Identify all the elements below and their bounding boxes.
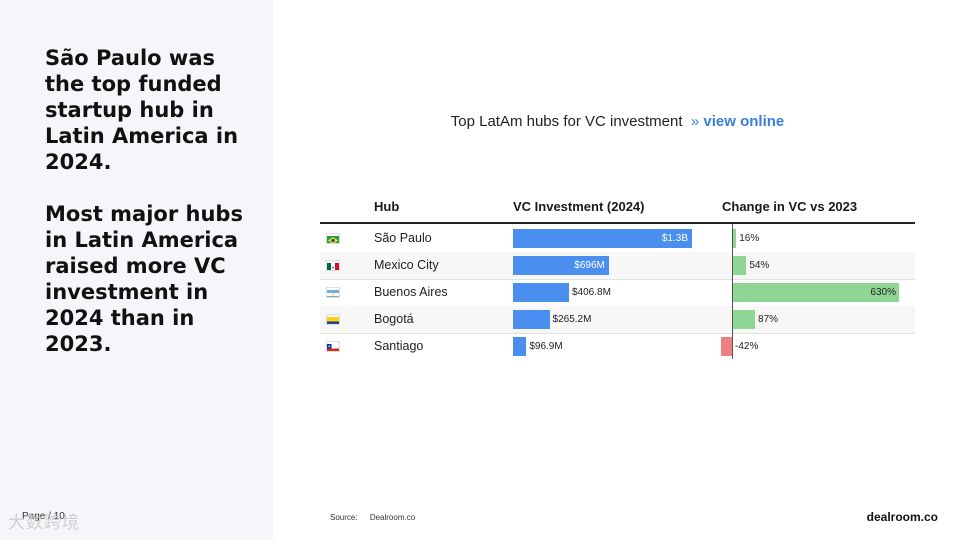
investment-bar	[513, 229, 692, 248]
link-separator: »	[690, 113, 700, 130]
investment-label: $96.9M	[529, 341, 563, 352]
view-online-link[interactable]: view online	[703, 113, 785, 130]
investment-label: $406.8M	[572, 287, 611, 298]
source-value: Dealroom.co	[369, 513, 416, 522]
colombia-flag-icon	[326, 314, 340, 325]
table-row: São Paulo $1.3B 16%	[320, 225, 915, 253]
chart-title: Top LatAm hubs for VC investment	[450, 113, 683, 130]
table-row: Bogotá $265.2M 87%	[320, 306, 915, 334]
table-row: Buenos Aires $406.8M 630%	[320, 279, 915, 307]
chile-flag-icon	[326, 341, 340, 352]
header-vc-investment: VC Investment (2024)	[513, 199, 645, 214]
dealroom-logo: dealroom.co	[866, 510, 938, 524]
investment-bar	[513, 283, 569, 302]
left-panel: São Paulo was the top funded startup hub…	[0, 0, 273, 540]
watermark: 大数跨境	[8, 513, 80, 533]
brazil-flag-icon	[326, 233, 340, 244]
hub-name: Buenos Aires	[374, 285, 448, 299]
change-bar	[732, 310, 756, 329]
headline-hub-growth: Most major hubs in Latin America raised …	[45, 202, 243, 356]
table-header: Hub VC Investment (2024) Change in VC vs…	[320, 196, 915, 224]
investment-bar	[513, 310, 550, 329]
argentina-flag-icon	[326, 287, 340, 298]
change-label: 54%	[749, 260, 770, 271]
investment-bar	[513, 337, 527, 356]
investment-label: $696M	[574, 260, 605, 271]
change-bar	[732, 256, 747, 275]
table-row: Mexico City $696M 54%	[320, 252, 915, 280]
investment-label: $1.3B	[661, 233, 688, 244]
page-number: Page / 10	[22, 511, 65, 522]
source-note: Source: Dealroom.co	[330, 513, 415, 522]
chart-title-line: Top LatAm hubs for VC investment » view …	[320, 113, 915, 130]
table-row: Santiago $96.9M -42%	[320, 333, 915, 360]
change-label: 87%	[758, 314, 779, 325]
change-label: -42%	[735, 341, 759, 352]
source-label: Source:	[330, 513, 358, 522]
header-hub: Hub	[374, 199, 400, 214]
change-label: 630%	[870, 287, 896, 298]
investment-label: $265.2M	[552, 314, 592, 325]
headline-top-hub: São Paulo was the top funded startup hub…	[45, 46, 239, 174]
change-label: 16%	[739, 233, 760, 244]
hub-name: São Paulo	[374, 231, 432, 245]
hub-name: Mexico City	[374, 258, 439, 272]
hub-name: Santiago	[374, 339, 424, 353]
investment-bar	[513, 256, 609, 275]
hub-name: Bogotá	[374, 312, 414, 326]
mexico-flag-icon	[326, 260, 340, 271]
change-zero-line	[732, 224, 733, 359]
change-bar	[720, 337, 732, 356]
change-bar	[732, 283, 899, 302]
header-change: Change in VC vs 2023	[722, 199, 858, 214]
change-bar	[732, 229, 737, 248]
